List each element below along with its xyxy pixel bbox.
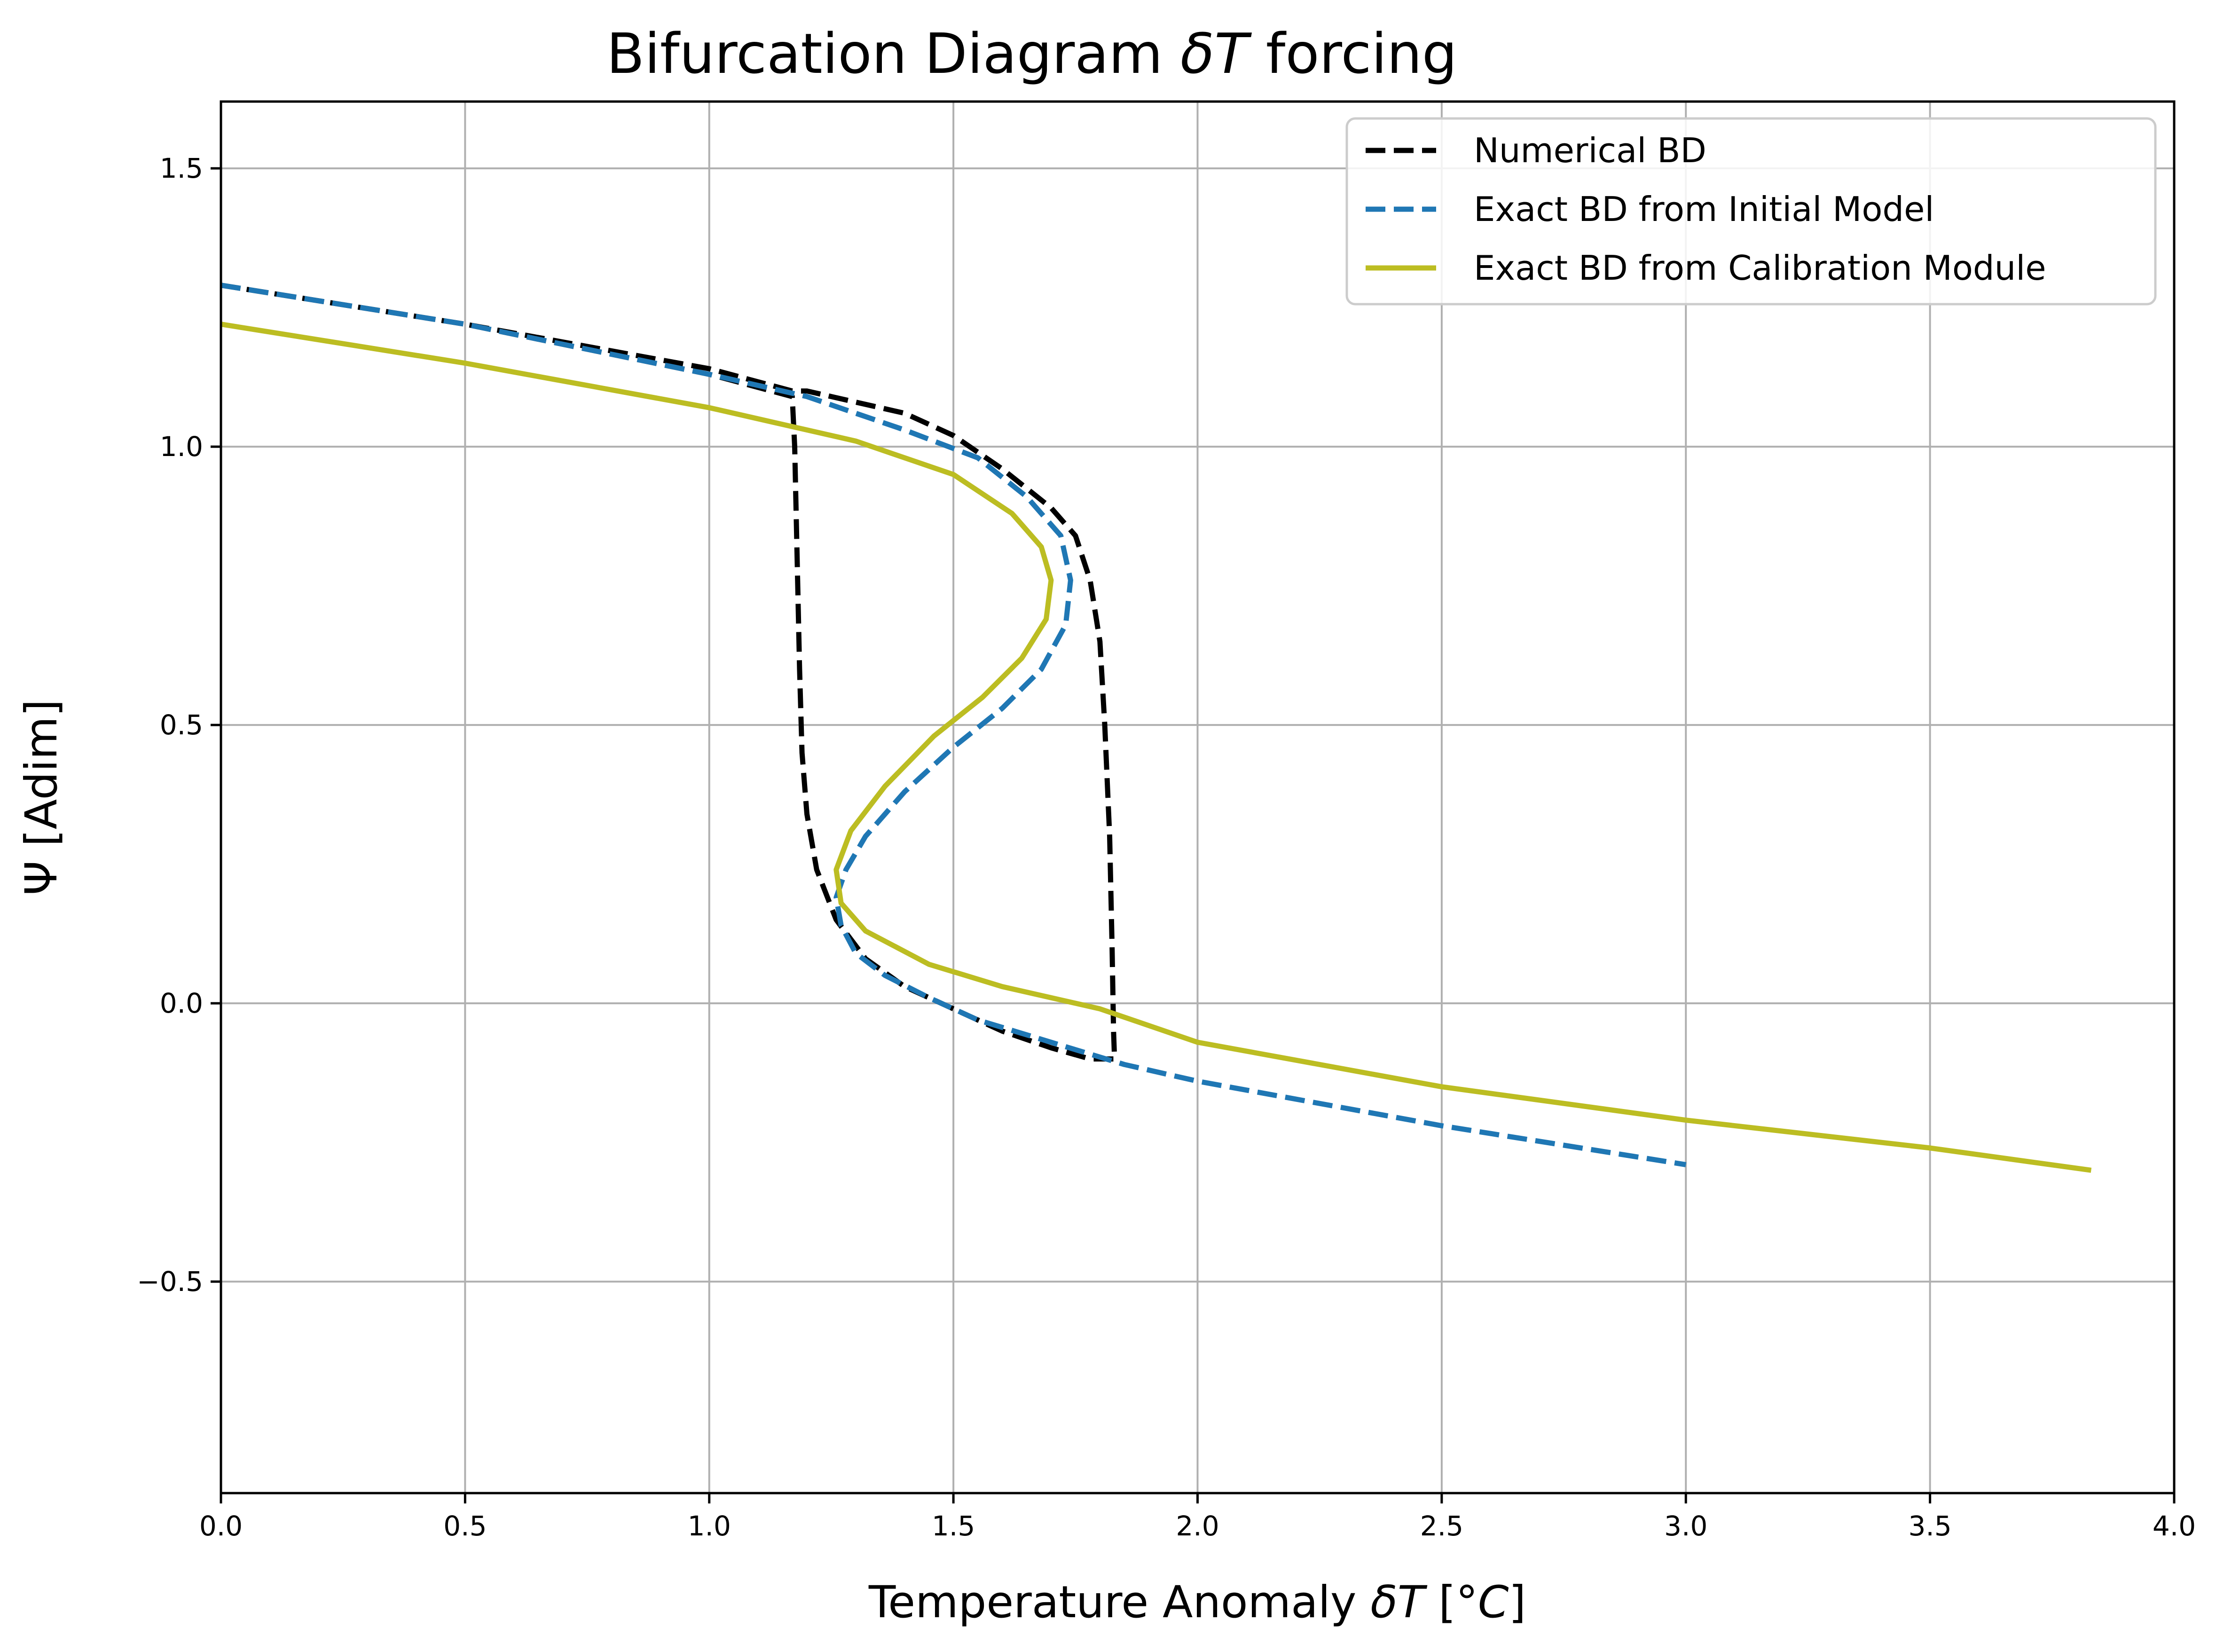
x-tick-label: 2.5 <box>1420 1510 1463 1542</box>
y-tick-label: 1.0 <box>160 431 203 463</box>
ticks: 0.0 0.5 1.0 1.5 2.0 2.5 3.0 3.5 4.0 −0.5 0.0 0.5 1.0… <box>137 152 2196 1542</box>
legend-label-initial-model: Exact BD from Initial Model <box>1474 189 1934 229</box>
x-tick-label: 1.0 <box>688 1510 731 1542</box>
legend: Numerical BD Exact BD from Initial Model… <box>1345 117 2157 306</box>
series-line-0 <box>220 283 1117 1062</box>
x-tick-label: 0.0 <box>199 1510 243 1542</box>
y-tick-label: 1.5 <box>160 152 203 184</box>
x-tick-label: 4.0 <box>2153 1510 2196 1542</box>
x-tick-label: 2.0 <box>1176 1510 1219 1542</box>
x-tick-label: 1.5 <box>932 1510 975 1542</box>
legend-label-calibration: Exact BD from Calibration Module <box>1474 248 2046 288</box>
legend-label-numerical: Numerical BD <box>1474 131 1706 170</box>
y-tick-label: −0.5 <box>137 1266 203 1298</box>
chart-title: Bifurcation Diagram δT forcing <box>606 21 1457 86</box>
y-tick-label: 0.5 <box>160 709 203 741</box>
x-tick-label: 0.5 <box>443 1510 487 1542</box>
y-tick-label: 0.0 <box>160 987 203 1019</box>
x-axis-label: Temperature Anomaly δT [°C] <box>868 1577 1526 1628</box>
series-layer <box>220 283 2092 1173</box>
y-axis-label: Ψ [Adim] <box>16 699 67 895</box>
series-line-1 <box>220 283 1687 1167</box>
x-tick-label: 3.0 <box>1664 1510 1707 1542</box>
x-tick-label: 3.5 <box>1909 1510 1952 1542</box>
legend-frame <box>1345 117 2157 306</box>
series-line-2 <box>220 322 2092 1173</box>
